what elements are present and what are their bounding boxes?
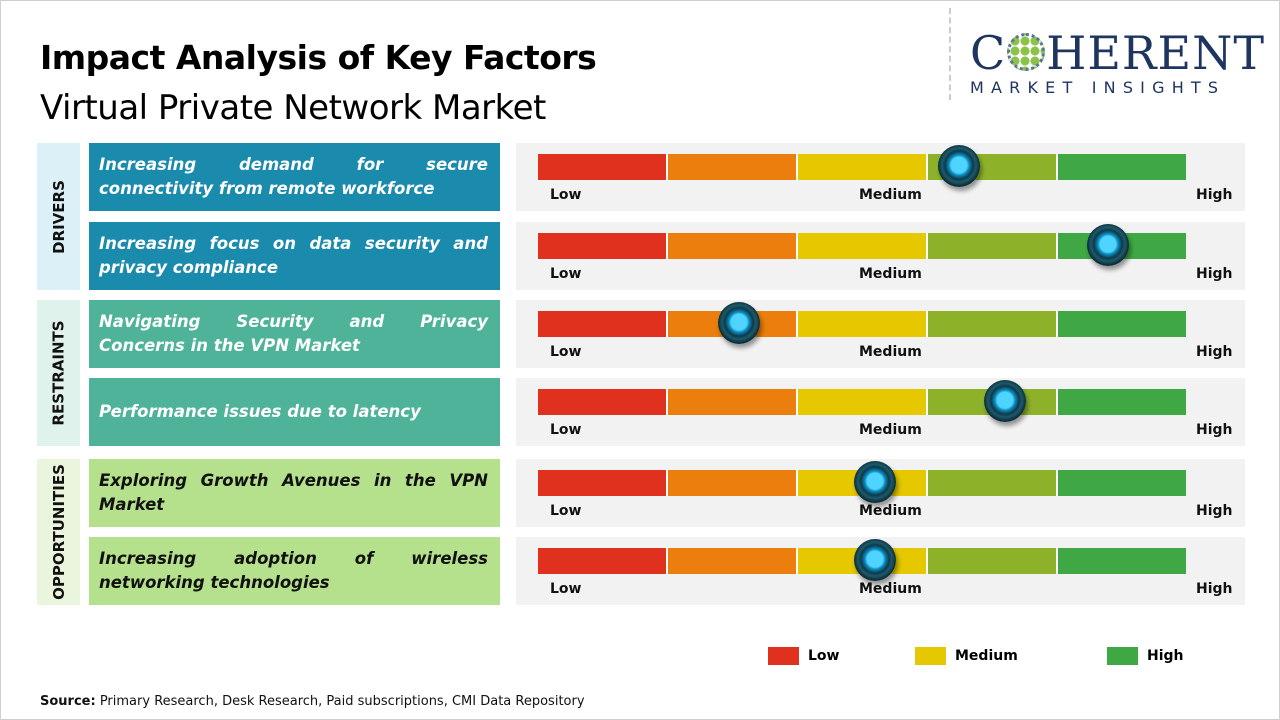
scale-low-label: Low: [550, 266, 582, 282]
impact-marker: [717, 302, 760, 344]
scale-medium-label: Medium: [859, 266, 922, 282]
logo-tagline: MARKET INSIGHTS: [970, 78, 1226, 97]
gauge-segment: [798, 389, 928, 415]
gauge-segment: [538, 154, 668, 180]
category-label: DRIVERS: [49, 179, 68, 254]
legend-low: Low: [768, 647, 839, 665]
impact-marker: [983, 380, 1026, 422]
gauge-segment: [798, 233, 928, 259]
scale-low-label: Low: [550, 344, 582, 360]
scale-medium-label: Medium: [859, 503, 922, 519]
scale-low-label: Low: [550, 581, 582, 597]
category-label: RESTRAINTS: [49, 320, 68, 426]
source-label: Source:: [40, 694, 96, 709]
source-note: Source: Primary Research, Desk Research,…: [40, 694, 585, 709]
factor-label: Exploring Growth Avenues in the VPN Mark…: [89, 459, 500, 527]
gauge-segment: [1058, 470, 1186, 496]
gauge-bar: [538, 154, 1186, 180]
gauge-segment: [798, 154, 928, 180]
gauge-segment: [668, 154, 798, 180]
gauge-segment: [538, 470, 668, 496]
gauge-bar: [538, 389, 1186, 415]
gauge-segment: [798, 311, 928, 337]
scale-high-label: High: [1196, 187, 1233, 203]
legend-label: Medium: [955, 648, 1018, 664]
legend-label: Low: [808, 648, 840, 664]
gauge-segment: [1058, 389, 1186, 415]
gauge-segment: [1058, 154, 1186, 180]
globe-icon: [1007, 33, 1046, 71]
legend-swatch: [1107, 647, 1138, 665]
gauge-segment: [928, 233, 1058, 259]
gauge-segment: [1058, 311, 1186, 337]
scale-medium-label: Medium: [859, 581, 922, 597]
gauge-segment: [928, 470, 1058, 496]
scale-low-label: Low: [550, 422, 582, 438]
page-title: Impact Analysis of Key Factors: [40, 38, 597, 77]
scale-medium-label: Medium: [859, 344, 922, 360]
category-opportunities: OPPORTUNITIES: [37, 459, 80, 605]
impact-marker: [1087, 224, 1130, 266]
gauge-segment: [538, 389, 668, 415]
legend-medium: Medium: [915, 647, 1018, 665]
gauge-bar: [538, 311, 1186, 337]
legend-label: High: [1147, 648, 1184, 664]
category-drivers: DRIVERS: [37, 143, 80, 290]
legend-swatch: [768, 647, 799, 665]
gauge-segment: [928, 311, 1058, 337]
legend-swatch: [915, 647, 946, 665]
gauge-segment: [538, 233, 668, 259]
impact-gauge: Low Medium High: [516, 459, 1245, 527]
category-label: OPPORTUNITIES: [49, 464, 68, 600]
scale-high-label: High: [1196, 344, 1233, 360]
impact-gauge: Low Medium High: [516, 378, 1245, 446]
factor-label: Performance issues due to latency: [89, 378, 500, 446]
gauge-segment: [668, 233, 798, 259]
gauge-bar: [538, 548, 1186, 574]
impact-marker: [853, 539, 896, 581]
scale-low-label: Low: [550, 503, 582, 519]
gauge-segment: [668, 389, 798, 415]
gauge-segment: [538, 311, 668, 337]
category-restraints: RESTRAINTS: [37, 300, 80, 446]
factor-label: Increasing demand for secure connectivit…: [89, 143, 500, 211]
impact-marker: [853, 461, 896, 503]
scale-high-label: High: [1196, 581, 1233, 597]
factor-label: Navigating Security and Privacy Concerns…: [89, 300, 500, 368]
factor-label: Increasing focus on data security and pr…: [89, 222, 500, 290]
impact-gauge: Low Medium High: [516, 222, 1245, 290]
impact-gauge: Low Medium High: [516, 143, 1245, 211]
gauge-bar: [538, 233, 1186, 259]
scale-medium-label: Medium: [859, 422, 922, 438]
scale-high-label: High: [1196, 503, 1233, 519]
gauge-bar: [538, 470, 1186, 496]
logo-text: HERENT: [1046, 26, 1266, 80]
scale-high-label: High: [1196, 266, 1233, 282]
gauge-segment: [1058, 548, 1186, 574]
scale-low-label: Low: [550, 187, 582, 203]
impact-gauge: Low Medium High: [516, 300, 1245, 368]
gauge-segment: [538, 548, 668, 574]
logo: C HERENT MARKET INSIGHTS: [970, 30, 1265, 97]
scale-medium-label: Medium: [859, 187, 922, 203]
impact-gauge: Low Medium High: [516, 537, 1245, 605]
divider: [949, 8, 951, 100]
gauge-segment: [668, 470, 798, 496]
impact-marker: [938, 145, 981, 187]
gauge-segment: [668, 548, 798, 574]
page-subtitle: Virtual Private Network Market: [40, 88, 546, 128]
factor-label: Increasing adoption of wireless networki…: [89, 537, 500, 605]
logo-text: C: [970, 26, 1007, 80]
scale-high-label: High: [1196, 422, 1233, 438]
source-text: Primary Research, Desk Research, Paid su…: [95, 694, 585, 709]
legend-high: High: [1107, 647, 1184, 665]
gauge-segment: [928, 548, 1058, 574]
